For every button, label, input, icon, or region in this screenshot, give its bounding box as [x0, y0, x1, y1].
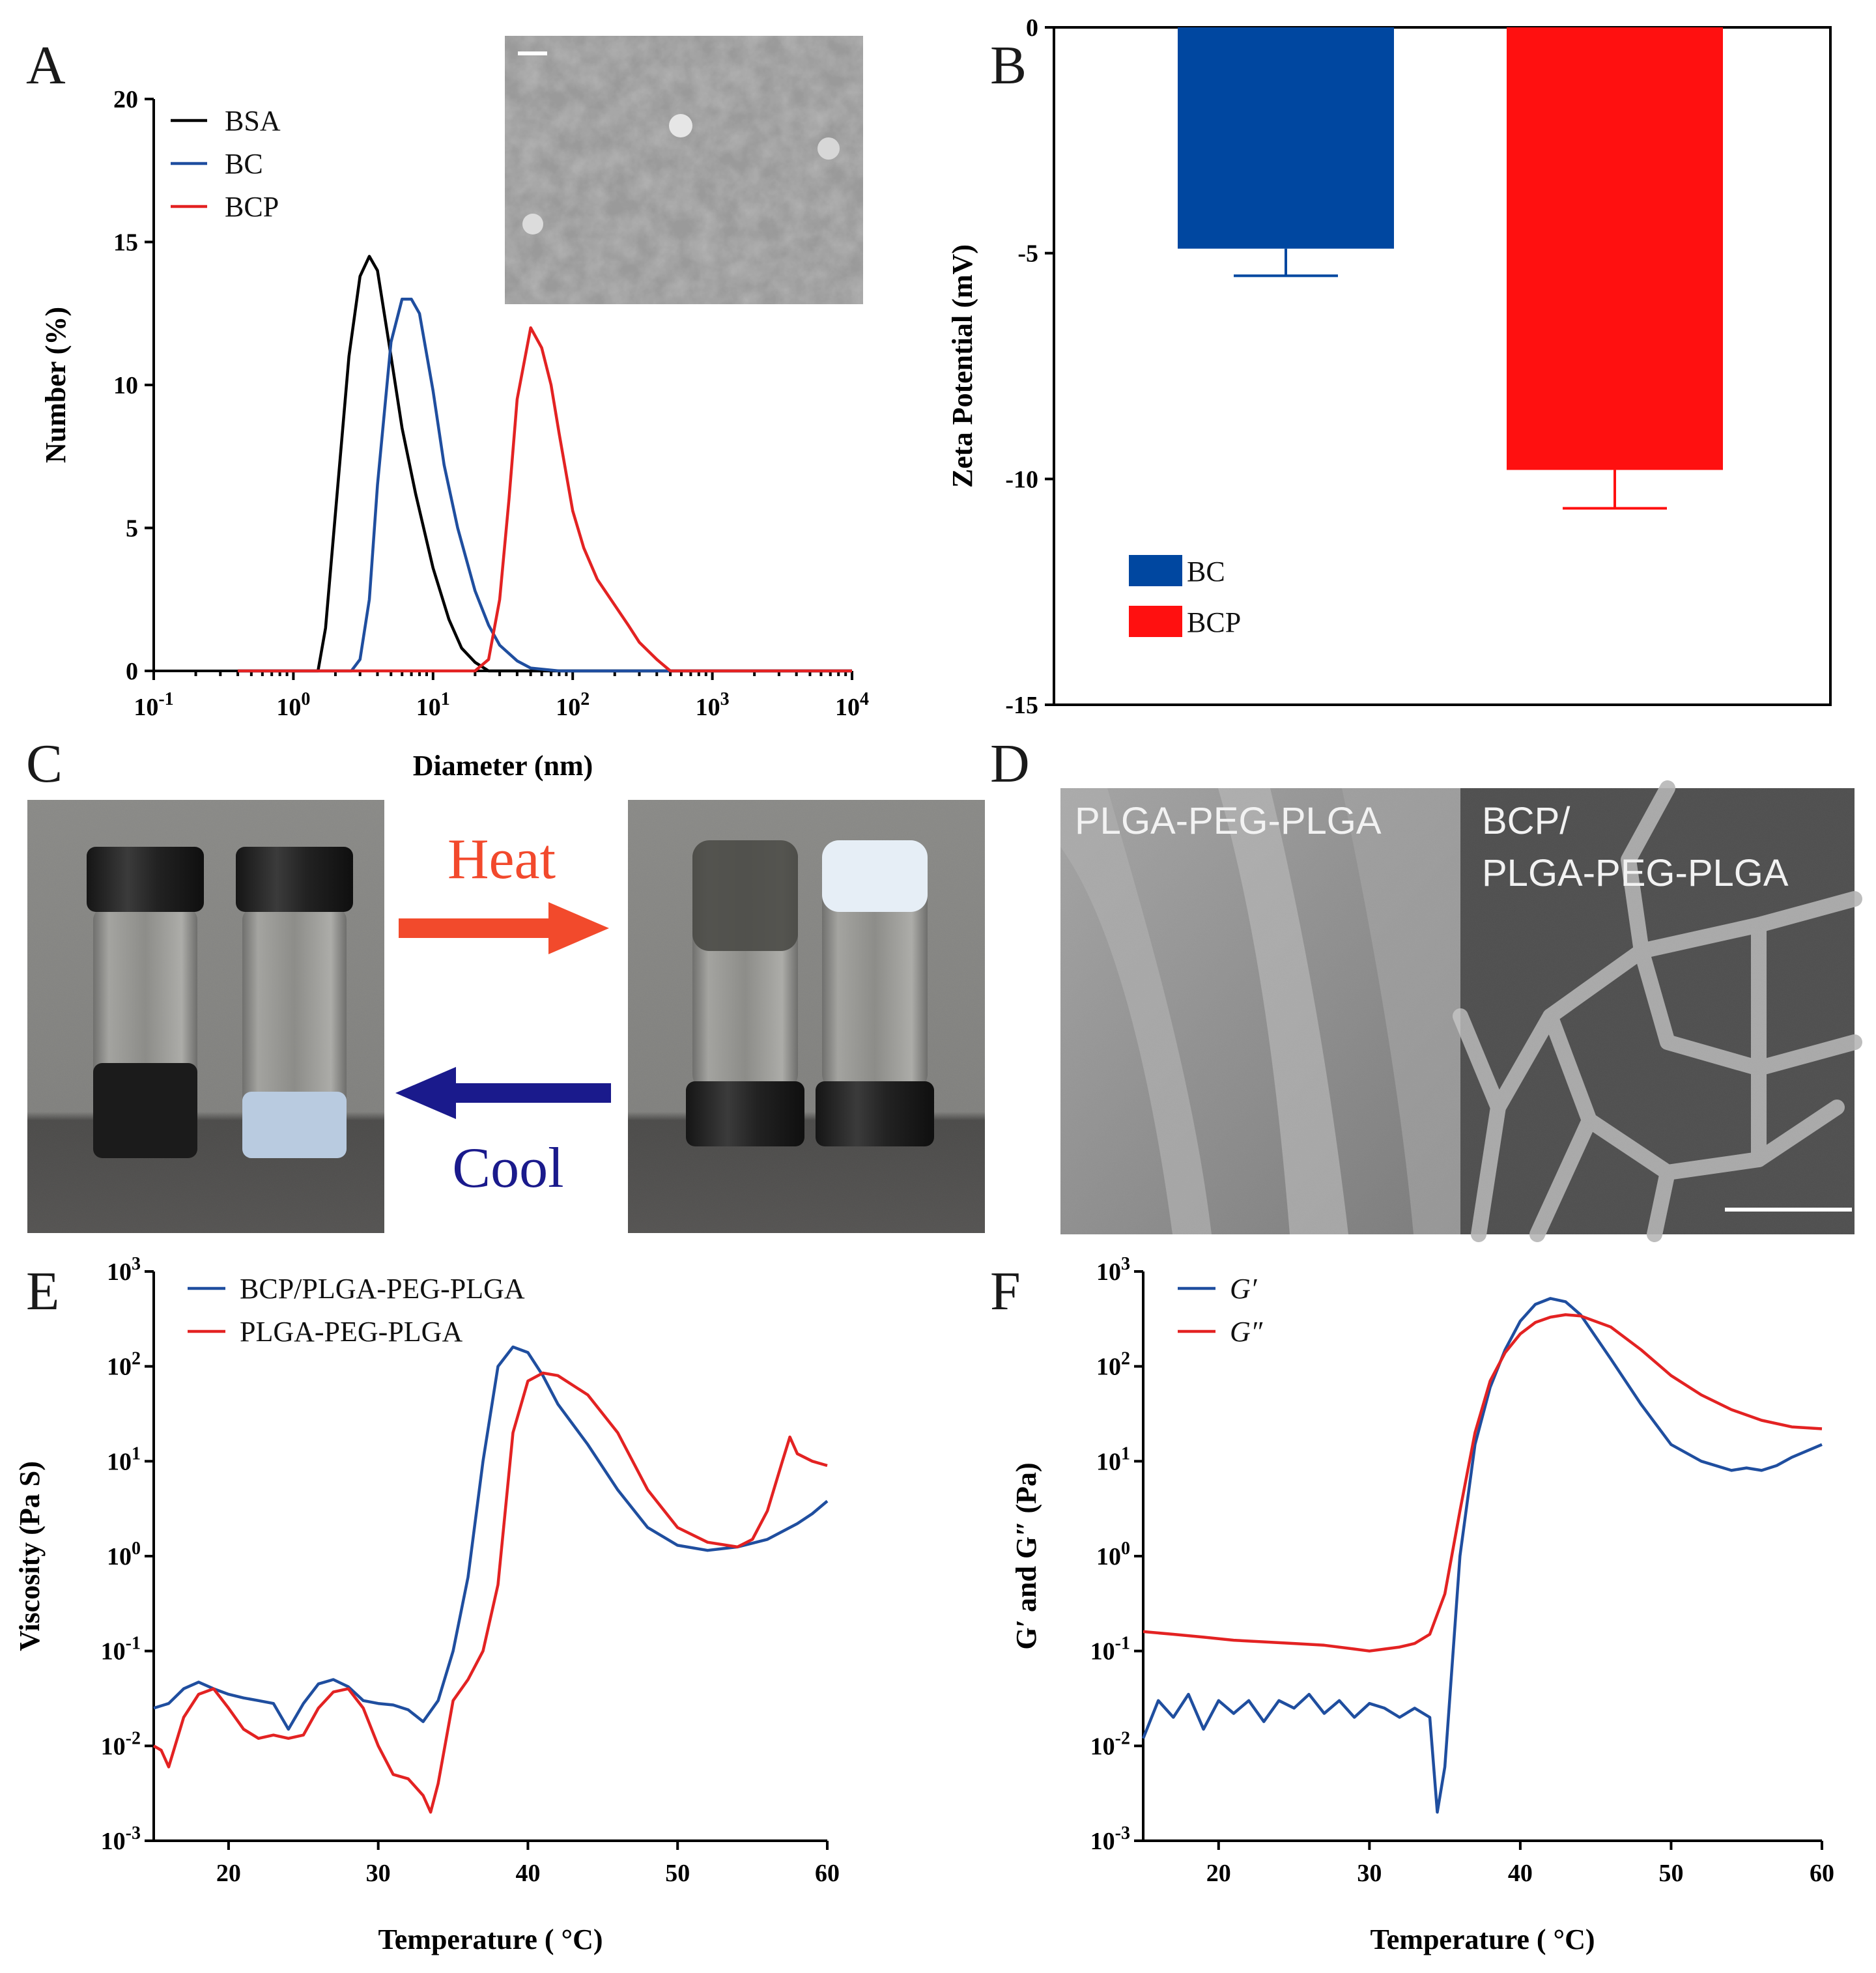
chart-f: 10-3 10-2 10-1 100 101 102 103 20 30 40 50 60 Temper…: [1010, 1254, 1834, 1955]
x-tick-label: 60: [815, 1860, 840, 1887]
y-tick-label: 101: [1096, 1443, 1130, 1475]
x-tick-label: 103: [696, 689, 730, 721]
y-axis-label: Viscosity (Pa S): [14, 1461, 46, 1651]
y-tick-label: 100: [1096, 1539, 1130, 1570]
panel-label-b: B: [990, 35, 1027, 96]
x-tick-label: 20: [1206, 1860, 1231, 1887]
bar-bc: [1178, 27, 1394, 249]
series-line: [1143, 1313, 1823, 1653]
y-tick-label: 0: [126, 658, 138, 685]
y-tick-label: 20: [113, 86, 138, 113]
legend-label: G″: [1230, 1316, 1263, 1348]
x-tick-label: 101: [416, 689, 450, 721]
y-tick-label: 103: [107, 1254, 141, 1286]
series-line-bc: [238, 298, 852, 673]
series-line-bsa: [238, 255, 852, 673]
heat-label: Heat: [448, 828, 556, 891]
series-line: [152, 1371, 828, 1814]
legend-label: BC: [1187, 556, 1225, 588]
heat-arrow: [399, 902, 609, 954]
series-line: [153, 1345, 829, 1731]
series-line-bcp: [238, 326, 852, 673]
panel-label-f: F: [990, 1261, 1021, 1322]
x-tick-label: 102: [556, 689, 590, 721]
panel-label-a: A: [26, 35, 66, 96]
y-tick-label: 5: [126, 515, 138, 543]
y-tick-label: 102: [107, 1349, 141, 1381]
y-tick-label: 10-1: [1090, 1634, 1130, 1666]
panel-label-e: E: [26, 1261, 59, 1322]
cool-arrow: [395, 1067, 611, 1119]
axis-frame: [1053, 26, 1832, 706]
x-tick-label: 60: [1810, 1860, 1834, 1887]
panel-label-d: D: [990, 733, 1030, 794]
cool-label: Cool: [452, 1137, 563, 1200]
panel-label-c: C: [26, 733, 63, 794]
y-tick-label: -10: [1005, 466, 1038, 493]
y-tick-label: 10-3: [1090, 1823, 1130, 1855]
sem-image-bcp: [1453, 780, 1862, 1242]
sem-right-label-line1: BCP/: [1482, 800, 1570, 842]
legend-label: BCP: [1187, 606, 1241, 638]
x-tick-label: 30: [1357, 1860, 1382, 1887]
tem-inset-image: [505, 36, 863, 304]
legend-swatch: [1129, 555, 1182, 586]
x-tick-label: 10-1: [134, 689, 173, 721]
x-axis-label: Temperature ( °C): [1370, 1923, 1595, 1955]
y-tick-label: 10-1: [101, 1634, 141, 1666]
series-line: [1141, 1297, 1823, 1814]
y-tick-label: 10-2: [101, 1728, 141, 1760]
legend-label: PLGA-PEG-PLGA: [240, 1316, 462, 1348]
y-axis-label: G′ and G″ (Pa): [1010, 1462, 1042, 1649]
x-tick-label: 104: [835, 689, 869, 721]
y-tick-label: 10-3: [101, 1823, 141, 1855]
y-tick-label: -5: [1017, 240, 1038, 268]
y-tick-label: -15: [1005, 692, 1038, 719]
x-tick-label: 20: [216, 1860, 241, 1887]
bar-bcp: [1507, 27, 1723, 470]
legend-label: BCP/PLGA-PEG-PLGA: [240, 1273, 525, 1305]
y-axis-label: Zeta Potential (mV): [946, 244, 978, 488]
x-tick-label: 100: [276, 689, 310, 721]
chart-a: 0 5 10 15 20 10-1 100 101 102 103 104 Diameter (nm)…: [40, 86, 869, 782]
x-tick-label: 40: [515, 1860, 540, 1887]
legend-label: BCP: [225, 191, 279, 223]
sem-image-plga: [1060, 788, 1460, 1234]
sem-left-label: PLGA-PEG-PLGA: [1075, 800, 1382, 842]
y-tick-label: 101: [107, 1443, 141, 1475]
legend-label: BC: [225, 148, 263, 180]
vial-photo-sol: [27, 800, 384, 1233]
y-tick-label: 10-2: [1090, 1728, 1130, 1760]
y-tick-label: 10: [113, 372, 138, 399]
axis-frame: [152, 1271, 827, 1842]
x-axis-label: Diameter (nm): [413, 750, 593, 782]
y-tick-label: 100: [107, 1539, 141, 1570]
x-tick-label: 30: [366, 1860, 391, 1887]
x-tick-label: 40: [1508, 1860, 1533, 1887]
vial-photo-gel: [628, 800, 985, 1233]
legend-swatch: [1129, 606, 1182, 637]
y-tick-label: 0: [1026, 14, 1038, 42]
legend-label: BSA: [225, 105, 281, 137]
axis-frame: [1142, 1271, 1822, 1842]
sem-right-label-line2: PLGA-PEG-PLGA: [1482, 852, 1789, 894]
x-axis-label: Temperature ( °C): [378, 1923, 603, 1955]
x-tick-label: 50: [665, 1860, 690, 1887]
chart-b: 0 -5 -10 -15 Zeta Potential (mV) BC BCP: [946, 14, 1832, 719]
x-tick-label: 50: [1658, 1860, 1683, 1887]
y-axis-label: Number (%): [40, 307, 72, 463]
legend-label: G′: [1230, 1273, 1258, 1305]
y-tick-label: 15: [113, 229, 138, 257]
chart-e: 10-3 10-2 10-1 100 101 102 103 20 30 40 50 60 Temper…: [14, 1254, 840, 1955]
y-tick-label: 102: [1096, 1349, 1130, 1381]
y-tick-label: 103: [1096, 1254, 1130, 1286]
